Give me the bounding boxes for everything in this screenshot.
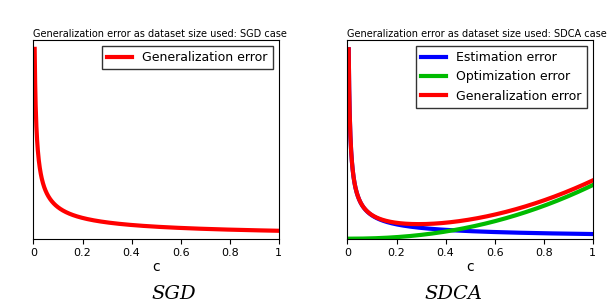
Generalization error xyxy=(415,222,422,226)
Line: Estimation error: Estimation error xyxy=(349,49,593,234)
Legend: Generalization error: Generalization error xyxy=(102,46,272,69)
Estimation error xyxy=(444,228,451,232)
Generalization error xyxy=(444,221,451,224)
Optimization error xyxy=(513,213,520,217)
Generalization error xyxy=(536,200,543,204)
X-axis label: c: c xyxy=(466,260,474,274)
Text: SGD: SGD xyxy=(151,285,196,303)
Optimization error xyxy=(370,237,378,240)
Optimization error xyxy=(536,206,543,209)
Optimization error xyxy=(589,183,596,187)
Generalization error xyxy=(513,207,520,211)
Estimation error xyxy=(536,231,543,235)
Optimization error xyxy=(345,237,353,241)
Generalization error xyxy=(589,179,596,182)
Text: SDCA: SDCA xyxy=(424,285,482,303)
X-axis label: c: c xyxy=(152,260,160,274)
Estimation error xyxy=(452,229,460,232)
Line: Optimization error: Optimization error xyxy=(349,185,593,239)
Generalization error xyxy=(453,220,460,223)
Generalization error xyxy=(345,47,353,51)
Text: Generalization error as dataset size used: SDCA case: Generalization error as dataset size use… xyxy=(347,29,607,39)
Text: Generalization error as dataset size used: SGD case: Generalization error as dataset size use… xyxy=(33,29,288,39)
Estimation error xyxy=(345,47,353,51)
Optimization error xyxy=(444,230,451,233)
Estimation error xyxy=(540,231,547,235)
Estimation error xyxy=(589,232,596,236)
Generalization error xyxy=(540,199,547,202)
Line: Generalization error: Generalization error xyxy=(349,49,593,224)
Optimization error xyxy=(540,204,547,208)
Legend: Estimation error, Optimization error, Generalization error: Estimation error, Optimization error, Ge… xyxy=(416,46,587,107)
Estimation error xyxy=(513,231,520,234)
Generalization error xyxy=(370,214,378,218)
Estimation error xyxy=(370,215,378,218)
Optimization error xyxy=(452,228,460,232)
